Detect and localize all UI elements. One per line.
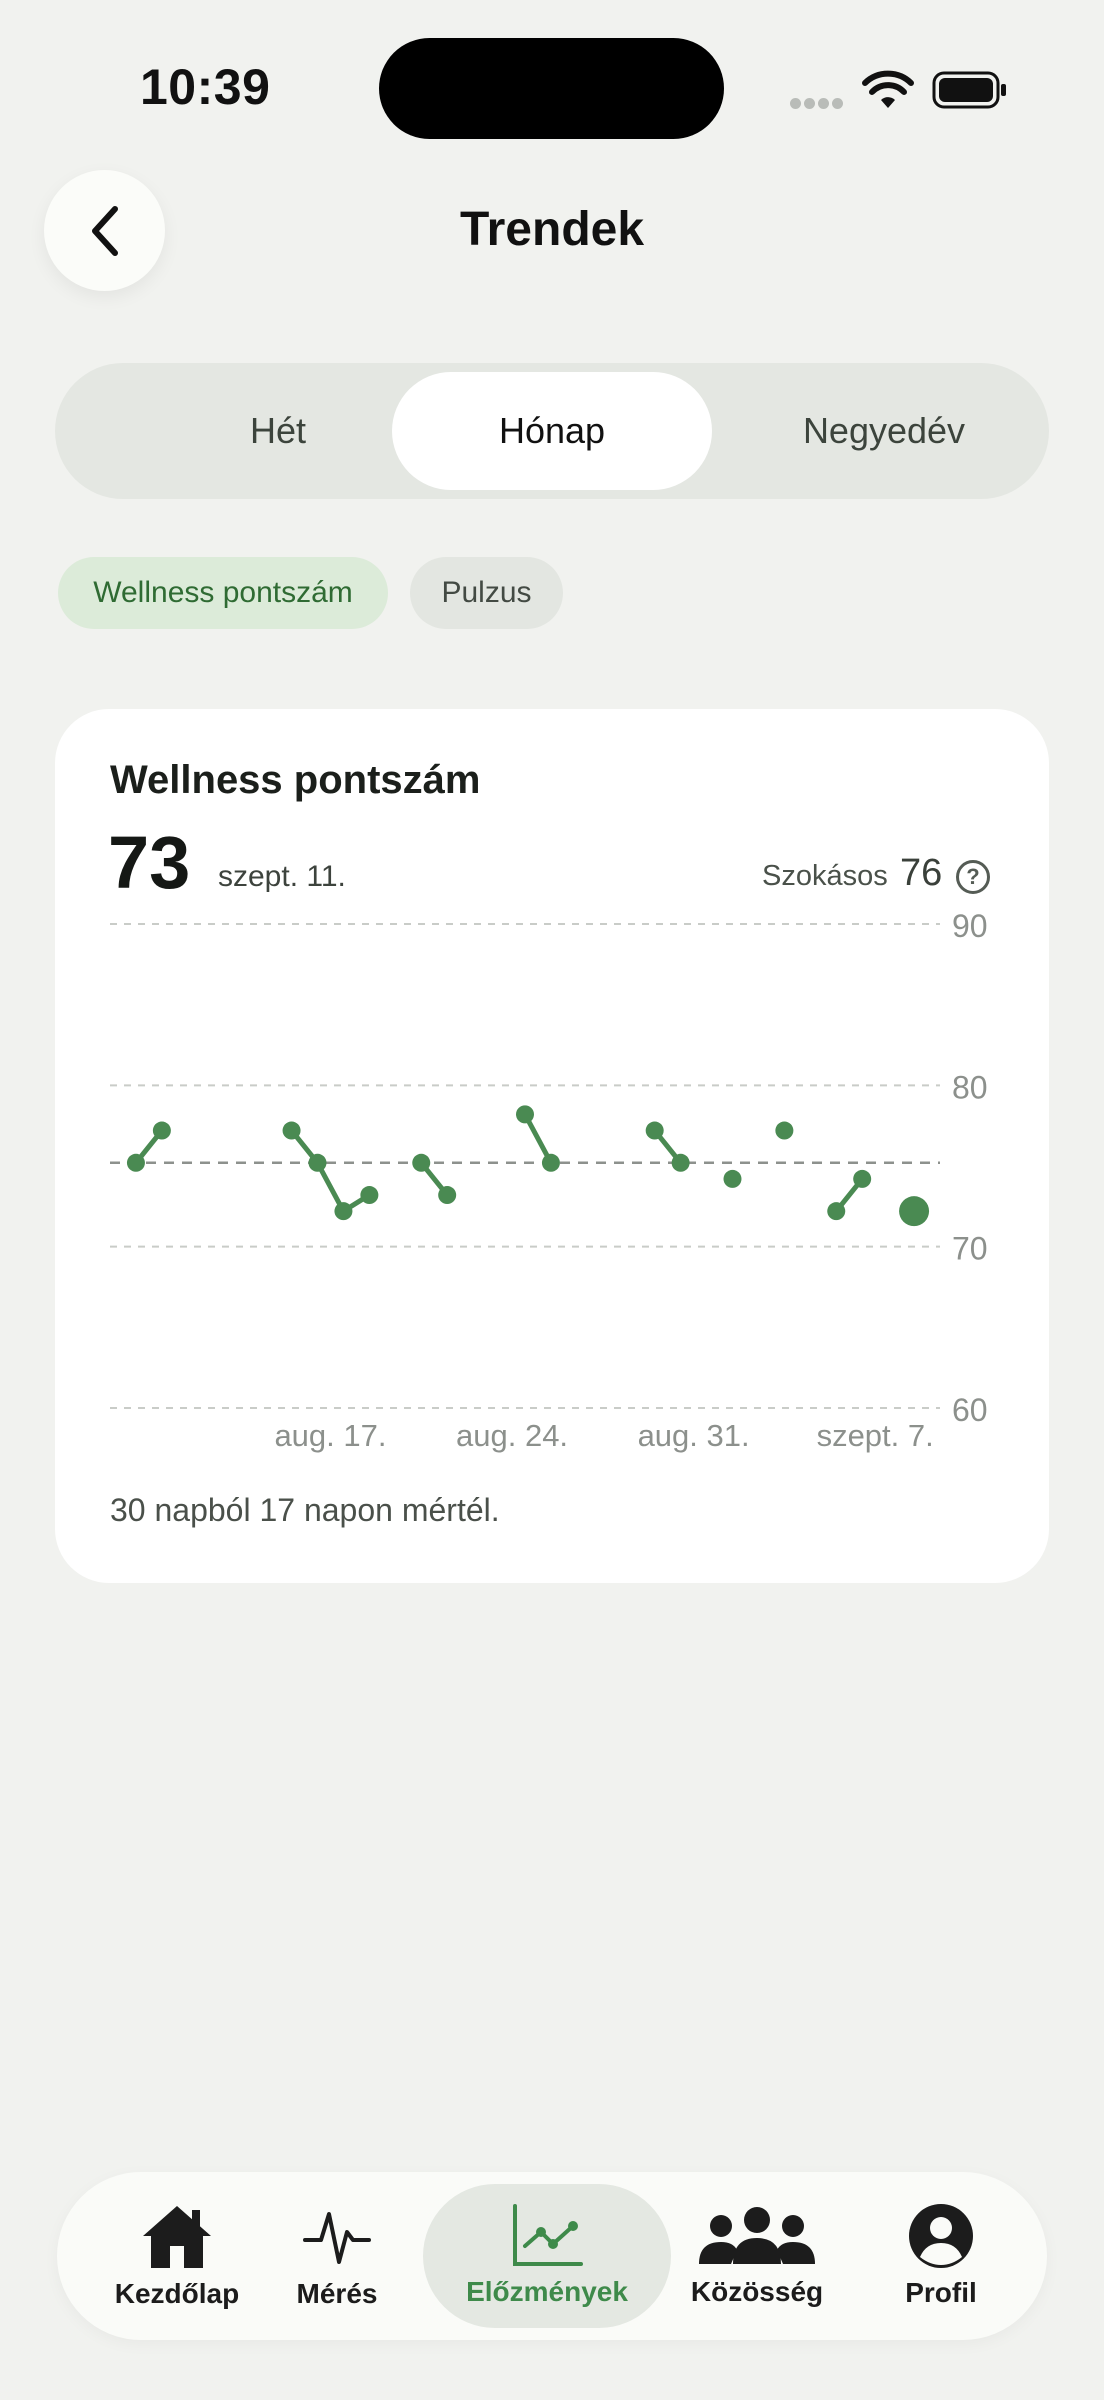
series-line — [522, 1111, 554, 1166]
data-point — [360, 1186, 379, 1205]
nav-measure-label: Mérés — [296, 2278, 378, 2309]
nav-profile[interactable]: Profil — [871, 2172, 1011, 2340]
y-tick-label: 70 — [952, 1231, 988, 1267]
data-point — [516, 1105, 534, 1124]
wellness-card — [55, 709, 1049, 1583]
help-icon[interactable]: ? — [956, 860, 990, 894]
y-tick-label: 80 — [952, 1069, 988, 1105]
usual-label: Szokásos — [762, 860, 888, 892]
people-icon — [699, 2207, 815, 2264]
data-point — [827, 1202, 846, 1221]
dynamic-island — [379, 38, 724, 139]
card-title: Wellness pontszám — [110, 758, 481, 802]
tab-week[interactable]: Hét — [249, 410, 307, 451]
y-tick-label: 90 — [952, 908, 988, 944]
bottom-tab-bar: Kezdőlap Mérés Előzmények Közösség — [57, 2172, 1047, 2340]
data-point — [412, 1153, 431, 1172]
nav-measure[interactable]: Mérés — [277, 2172, 397, 2340]
wellness-chart: 90 80 70 60 aug. 17. aug. 24. aug. 31. szept. 7… — [110, 908, 988, 1453]
data-point — [152, 1121, 171, 1140]
data-point — [775, 1121, 794, 1140]
nav-history[interactable]: Előzmények — [423, 2184, 671, 2328]
tab-quarter[interactable]: Negyedév — [802, 410, 966, 451]
tab-month[interactable]: Hónap — [392, 372, 712, 490]
data-point — [853, 1169, 872, 1188]
data-point — [126, 1153, 145, 1172]
battery-icon — [932, 71, 1006, 109]
data-point — [438, 1186, 457, 1205]
current-score: 73 — [108, 821, 191, 904]
status-bar: 10:39 — [0, 0, 1104, 180]
nav-home-label: Kezdőlap — [114, 2278, 240, 2309]
x-tick-label: szept. 7. — [817, 1418, 934, 1453]
data-point — [541, 1153, 560, 1172]
measurement-footnote: 30 napból 17 napon mértél. — [110, 1492, 500, 1528]
profile-icon — [909, 2204, 973, 2268]
nav-home[interactable]: Kezdőlap — [97, 2172, 257, 2340]
nav-community-label: Közösség — [690, 2276, 824, 2307]
home-icon — [143, 2206, 211, 2268]
chart-icon — [513, 2204, 583, 2266]
page-title: Trendek — [459, 203, 645, 256]
chip-pulse[interactable]: Pulzus — [410, 557, 563, 629]
data-point — [671, 1153, 690, 1172]
x-tick-label: aug. 24. — [456, 1418, 568, 1453]
chip-wellness-score[interactable]: Wellness pontszám — [58, 557, 388, 629]
heartbeat-icon — [303, 2212, 371, 2264]
data-point — [645, 1121, 664, 1140]
score-date: szept. 11. — [218, 860, 346, 893]
data-point — [282, 1121, 301, 1140]
range-segmented-control: Hét Hónap Negyedév — [55, 363, 1049, 499]
y-tick-label: 60 — [952, 1392, 988, 1428]
status-time: 10:39 — [140, 59, 271, 115]
nav-community[interactable]: Közösség — [677, 2172, 837, 2340]
current-data-point — [899, 1196, 930, 1227]
data-point — [308, 1153, 327, 1172]
x-tick-label: aug. 31. — [638, 1418, 750, 1453]
x-tick-label: aug. 17. — [274, 1418, 386, 1453]
data-point — [723, 1169, 742, 1188]
back-button[interactable] — [44, 170, 165, 291]
cellular-signal-icon — [790, 96, 846, 114]
wifi-icon — [862, 70, 914, 108]
data-point — [334, 1202, 353, 1221]
nav-history-label: Előzmények — [466, 2276, 628, 2307]
usual-value: 76 — [900, 852, 943, 894]
chevron-left-icon — [91, 205, 118, 256]
series-line — [289, 1128, 372, 1214]
nav-profile-label: Profil — [905, 2277, 977, 2308]
